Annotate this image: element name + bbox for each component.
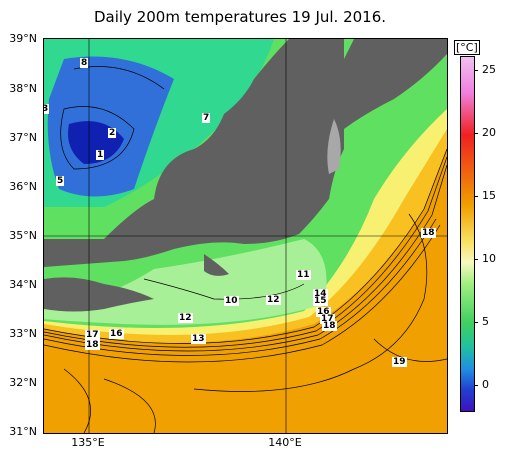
colorbar-label: 0 xyxy=(482,378,489,391)
lat-label: 37°N xyxy=(9,131,37,144)
map-canvas xyxy=(44,39,447,433)
isotherm-label: 10 xyxy=(224,296,239,306)
lat-label: 31°N xyxy=(9,425,37,438)
colorbar-label: 15 xyxy=(482,189,496,202)
lat-label: 36°N xyxy=(9,180,37,193)
isotherm-label: 18 xyxy=(322,321,337,331)
isotherm-label: 16 xyxy=(109,329,124,339)
colorbar-tick xyxy=(474,196,478,197)
isotherm-label: 12 xyxy=(178,313,193,323)
isotherm-label: 14 xyxy=(313,289,328,299)
isotherm-label: 18 xyxy=(85,340,100,350)
isotherm-label: 8 xyxy=(80,58,89,68)
colorbar-label: 5 xyxy=(482,315,489,328)
isotherm-label: 13 xyxy=(191,334,206,344)
cold-pool xyxy=(47,56,174,197)
colorbar-tick xyxy=(474,322,478,323)
land-honshu xyxy=(44,39,344,267)
lon-label: 140°E xyxy=(268,436,302,449)
isotherm-label: 19 xyxy=(392,357,407,367)
isotherm-label: 7 xyxy=(202,113,211,123)
colorbar-unit: [°C] xyxy=(454,40,480,55)
isotherm-label: 17 xyxy=(85,330,100,340)
lon-label: 135°E xyxy=(71,436,105,449)
isotherm-label: 3 xyxy=(44,104,50,114)
isotherm-lines xyxy=(44,66,447,433)
isotherm-label: 11 xyxy=(296,270,311,280)
isotherm-label: 18 xyxy=(421,228,436,238)
map-title: Daily 200m temperatures 19 Jul. 2016. xyxy=(93,8,387,26)
isotherm-label: 17 xyxy=(320,314,335,324)
isotherm-label: 2 xyxy=(108,128,117,138)
isotherm-label: 5 xyxy=(56,176,65,186)
land-kii xyxy=(204,254,229,276)
land-shikoku xyxy=(44,277,154,312)
land-tohoku xyxy=(344,39,447,129)
colorbar-tick xyxy=(474,385,478,386)
colorbar-label: 20 xyxy=(482,126,496,139)
colorbar-tick xyxy=(474,133,478,134)
lat-label: 39°N xyxy=(9,32,37,45)
lat-label: 33°N xyxy=(9,327,37,340)
colorbar-label: 25 xyxy=(482,63,496,76)
temperature-map: 8 3 2 1 5 7 18 11 14 15 16 17 18 10 12 1… xyxy=(43,38,448,434)
colorbar-label: 10 xyxy=(482,252,496,265)
lat-label: 35°N xyxy=(9,229,37,242)
lat-label: 34°N xyxy=(9,278,37,291)
isotherm-label: 1 xyxy=(96,150,105,160)
colorbar-tick xyxy=(474,259,478,260)
lat-label: 38°N xyxy=(9,82,37,95)
isotherm-label: 15 xyxy=(313,296,328,306)
colorbar xyxy=(460,56,475,412)
lat-label: 32°N xyxy=(9,376,37,389)
coastal-strip xyxy=(327,119,341,174)
isotherm-label: 16 xyxy=(316,307,331,317)
colorbar-tick xyxy=(474,70,478,71)
isotherm-label: 12 xyxy=(266,295,281,305)
